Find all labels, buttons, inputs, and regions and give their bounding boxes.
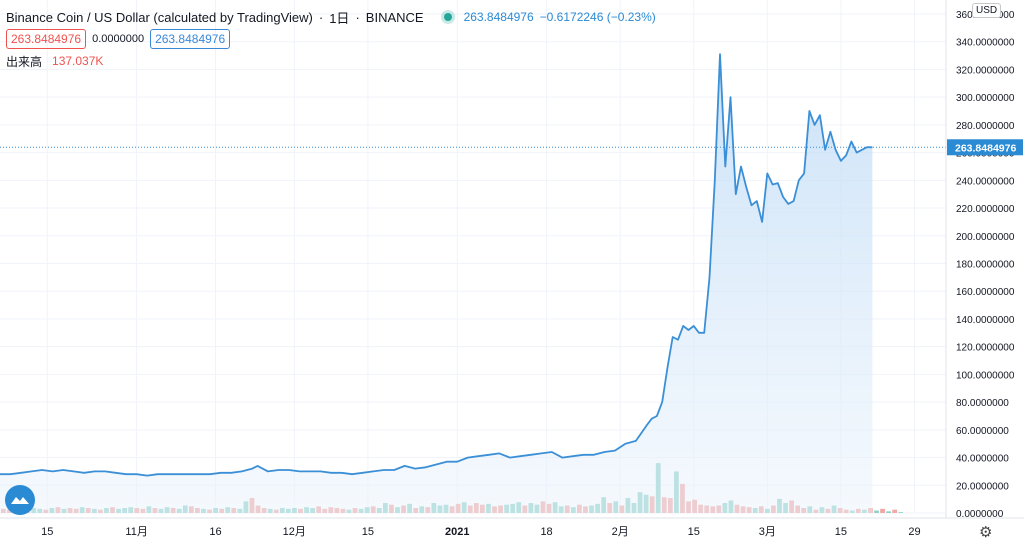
- x-tick-label: 18: [540, 526, 552, 538]
- y-tick-label: 40.0000000: [956, 454, 1009, 465]
- volume-bar: [886, 511, 892, 513]
- x-tick-label: 15: [835, 526, 847, 538]
- x-tick-label: 15: [688, 526, 700, 538]
- logo-glyph: [11, 497, 29, 504]
- y-tick-label: 140.0000000: [956, 315, 1015, 326]
- time-axis-bg: [0, 518, 1024, 543]
- price-area: [0, 54, 873, 513]
- separator: ·: [355, 9, 360, 25]
- last-price-marker-label: 263.8484976: [955, 142, 1016, 154]
- y-tick-label: 80.0000000: [956, 398, 1009, 409]
- x-tick-label: 15: [41, 526, 53, 538]
- x-tick-label: 15: [362, 526, 374, 538]
- x-tick-label: 12月: [283, 526, 306, 538]
- y-tick-label: 100.0000000: [956, 370, 1015, 381]
- legend-volume-row: 出来高 137.037K: [6, 50, 656, 72]
- x-tick-label: 2月: [612, 526, 629, 538]
- y-tick-label: 220.0000000: [956, 204, 1015, 215]
- buy-button[interactable]: 263.8484976: [150, 29, 231, 49]
- x-tick-label: 3月: [759, 526, 776, 538]
- x-tick-label: 16: [209, 526, 221, 538]
- volume-value: 137.037K: [52, 54, 104, 68]
- symbol-title[interactable]: Binance Coin / US Dollar (calculated by …: [6, 9, 313, 25]
- status-dot-icon: [443, 13, 452, 21]
- currency-button[interactable]: USD: [972, 3, 1002, 18]
- y-tick-label: 160.0000000: [956, 287, 1015, 298]
- legend-title-row: Binance Coin / US Dollar (calculated by …: [6, 6, 656, 28]
- y-tick-label: 300.0000000: [956, 93, 1015, 104]
- separator: ·: [318, 9, 324, 25]
- y-tick-label: 120.0000000: [956, 343, 1015, 354]
- interval[interactable]: 1日: [329, 10, 350, 26]
- y-tick-label: 280.0000000: [956, 121, 1015, 132]
- price-axis-bg: [946, 0, 1024, 543]
- y-tick-label: 60.0000000: [956, 426, 1009, 437]
- x-tick-label: 2021: [445, 526, 469, 538]
- volume-bar: [892, 509, 898, 513]
- volume-bar: [880, 508, 885, 513]
- gear-icon[interactable]: ⚙: [979, 524, 993, 541]
- x-tick-label: 11月: [125, 526, 147, 538]
- tradingview-logo-icon[interactable]: [5, 485, 35, 515]
- last-price-marker: [947, 139, 1023, 156]
- volume-bar: [898, 512, 904, 513]
- legend-order-row: 263.8484976 0.0000000 263.8484976: [6, 28, 656, 50]
- y-tick-label: 320.0000000: [956, 65, 1015, 76]
- exchange: BINANCE: [365, 9, 424, 25]
- y-tick-label: 240.0000000: [956, 176, 1015, 187]
- y-tick-label: 180.0000000: [956, 260, 1015, 271]
- volume-bar: [874, 510, 879, 513]
- y-tick-label: 20.0000000: [956, 481, 1009, 492]
- volume-label[interactable]: 出来高: [6, 54, 43, 69]
- last-price: 263.8484976: [463, 10, 534, 24]
- y-tick-label: 0.0000000: [956, 509, 1004, 520]
- y-tick-label: 200.0000000: [956, 232, 1015, 243]
- y-tick-label: 340.0000000: [956, 38, 1015, 49]
- price-line: [0, 53, 873, 477]
- legend: Binance Coin / US Dollar (calculated by …: [6, 6, 656, 72]
- x-tick-label: 29: [908, 526, 920, 538]
- sell-button[interactable]: 263.8484976: [6, 29, 87, 49]
- spread-value: 0.0000000: [92, 33, 145, 45]
- price-change: −0.6172246 (−0.23%): [539, 10, 656, 24]
